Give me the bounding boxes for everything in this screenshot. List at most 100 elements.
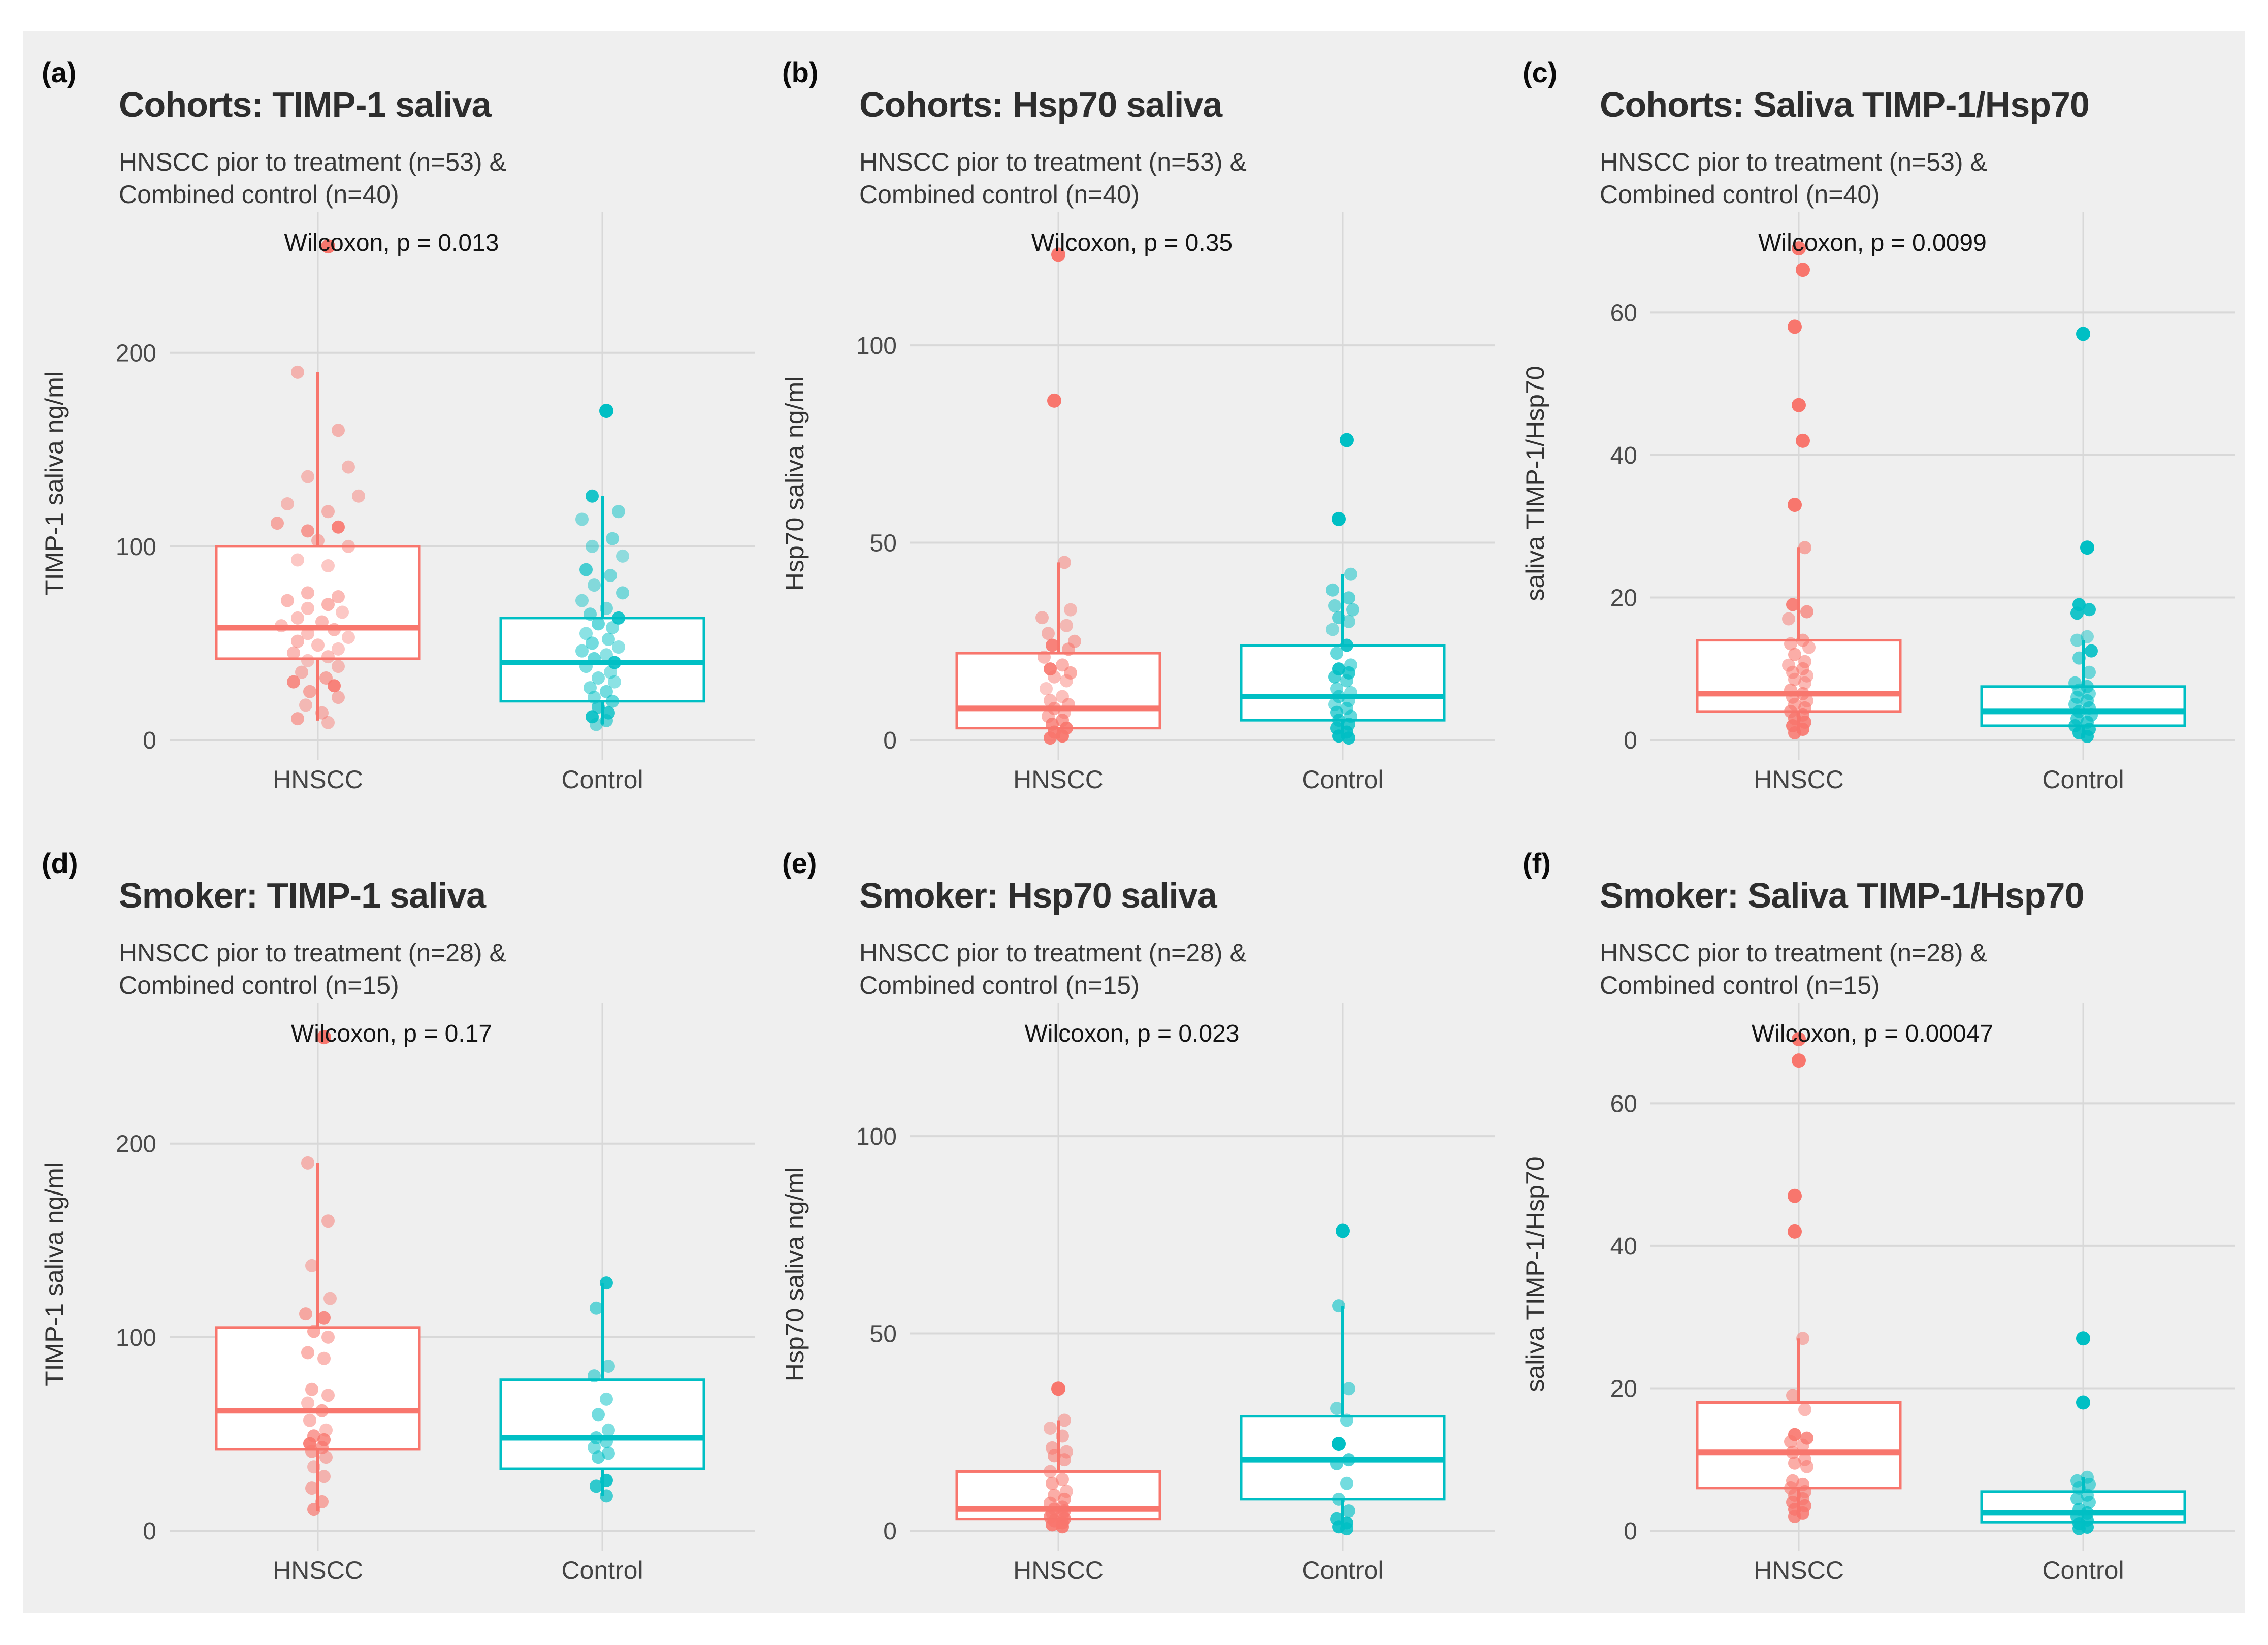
- y-tick-label: 100: [856, 333, 897, 360]
- jitter-point: [2080, 540, 2094, 555]
- jitter-point: [2072, 651, 2086, 665]
- jitter-point: [301, 1346, 314, 1360]
- jitter-point: [342, 460, 355, 474]
- jitter-point: [584, 607, 597, 621]
- jitter-point: [315, 706, 329, 720]
- jitter-point: [592, 1450, 605, 1464]
- jitter-point: [275, 619, 288, 633]
- jitter-point: [1800, 605, 1813, 619]
- jitter-point: [303, 1413, 316, 1427]
- y-tick-label: 0: [883, 727, 897, 754]
- jitter-point: [1326, 583, 1339, 597]
- jitter-point: [321, 650, 335, 664]
- boxplot-canvas-e: 0 50 100 Hsp70 saliva ng/ml HNSCC Control Wilc…: [781, 1003, 1495, 1585]
- jitter-point: [604, 569, 617, 583]
- y-tick-label: 100: [116, 534, 156, 561]
- jitter-point: [1340, 433, 1354, 447]
- jitter-point: [1792, 1032, 1806, 1047]
- jitter-point: [1800, 1460, 1813, 1473]
- panel-e: 0 50 100 Hsp70 saliva ng/ml HNSCC Control Wilc…: [764, 822, 1504, 1613]
- jitter-point: [1332, 511, 1346, 526]
- jitter-point: [1046, 638, 1059, 652]
- boxplot-canvas-f: 0 20 40 60 saliva TIMP-1/Hsp70 HNSCC Control Wi…: [1521, 1003, 2235, 1585]
- jitter-point: [1786, 1445, 1799, 1459]
- jitter-point: [317, 1351, 331, 1365]
- x-category-label: HNSCC: [273, 765, 363, 794]
- subtitle-line-1: HNSCC pior to treatment (n=53) &: [859, 148, 1247, 176]
- jitter-point: [1788, 498, 1802, 512]
- y-tick-label: 40: [1610, 1233, 1637, 1260]
- jitter-point: [606, 532, 619, 545]
- jitter-point: [1042, 627, 1055, 640]
- jitter-point: [317, 1470, 331, 1483]
- jitter-point: [301, 1156, 314, 1170]
- jitter-point: [602, 1446, 615, 1460]
- jitter-point: [1796, 263, 1810, 277]
- panel-subtitle: HNSCC pior to treatment (n=28) & Combine…: [859, 937, 1247, 1002]
- jitter-point: [1340, 1476, 1353, 1490]
- jitter-point: [1062, 642, 1075, 656]
- jitter-point: [317, 1030, 331, 1045]
- jitter-point: [287, 675, 300, 689]
- panel-label: (e): [782, 847, 817, 879]
- y-tick-label: 50: [870, 1321, 897, 1348]
- jitter-point: [579, 660, 593, 673]
- jitter-point: [599, 404, 613, 418]
- subtitle-line-1: HNSCC pior to treatment (n=53) &: [1600, 148, 1987, 176]
- jitter-point: [287, 646, 300, 660]
- jitter-point: [1056, 1473, 1069, 1486]
- jitter-point: [2081, 729, 2094, 743]
- jitter-point: [2081, 630, 2094, 643]
- x-category-label: Control: [2042, 1556, 2124, 1585]
- jitter-point: [291, 634, 304, 648]
- panel-title: Cohorts: Saliva TIMP-1/Hsp70: [1600, 85, 2090, 124]
- jitter-point: [1064, 666, 1077, 680]
- jitter-point: [1064, 603, 1077, 617]
- x-category-label: HNSCC: [1754, 1556, 1844, 1585]
- jitter-point: [1788, 726, 1801, 739]
- boxplot-canvas-b: 0 50 100 Hsp70 saliva ng/ml HNSCC Control Wilc…: [781, 212, 1495, 794]
- jitter-point: [590, 1301, 603, 1315]
- y-tick-label: 200: [116, 1131, 156, 1158]
- jitter-point: [1798, 541, 1811, 555]
- jitter-point: [305, 1259, 318, 1272]
- jitter-point: [1035, 611, 1049, 625]
- jitter-point: [1328, 599, 1341, 612]
- jitter-point: [1332, 1437, 1346, 1452]
- jitter-point: [299, 698, 312, 712]
- x-category-label: Control: [2042, 765, 2124, 794]
- jitter-point: [2083, 603, 2096, 617]
- jitter-point: [2083, 665, 2096, 679]
- panel-label: (d): [42, 847, 78, 879]
- jitter-point: [328, 679, 341, 693]
- jitter-point: [1046, 1518, 1059, 1532]
- jitter-point: [590, 1479, 603, 1493]
- jitter-point: [291, 712, 304, 726]
- jitter-point: [1330, 647, 1343, 660]
- jitter-point: [1788, 1456, 1801, 1470]
- jitter-point: [1044, 1422, 1057, 1435]
- y-tick-label: 60: [1610, 300, 1637, 327]
- jitter-point: [1051, 1381, 1065, 1396]
- jitter-point: [1330, 1457, 1343, 1470]
- x-category-label: HNSCC: [273, 1556, 363, 1585]
- jitter-point: [1056, 1520, 1069, 1534]
- jitter-point: [1342, 1382, 1355, 1396]
- jitter-point: [1340, 638, 1353, 652]
- panel-f: 0 20 40 60 saliva TIMP-1/Hsp70 HNSCC Control Wi…: [1504, 822, 2245, 1613]
- jitter-point: [301, 654, 314, 667]
- jitter-point: [1340, 1413, 1353, 1427]
- panel-title: Smoker: Saliva TIMP-1/Hsp70: [1600, 876, 2084, 915]
- jitter-point: [1346, 603, 1359, 617]
- y-tick-label: 0: [883, 1518, 897, 1545]
- subtitle-line-1: HNSCC pior to treatment (n=28) &: [119, 939, 506, 967]
- jitter-point: [1056, 729, 1069, 743]
- jitter-point: [2076, 1395, 2090, 1410]
- subtitle-line-2: Combined control (n=40): [119, 180, 399, 209]
- panel-title: Cohorts: Hsp70 saliva: [859, 85, 1222, 124]
- y-tick-label: 60: [1610, 1090, 1637, 1117]
- jitter-point: [616, 586, 629, 600]
- jitter-point: [616, 549, 629, 563]
- jitter-point: [1056, 658, 1069, 672]
- jitter-point: [1788, 672, 1801, 686]
